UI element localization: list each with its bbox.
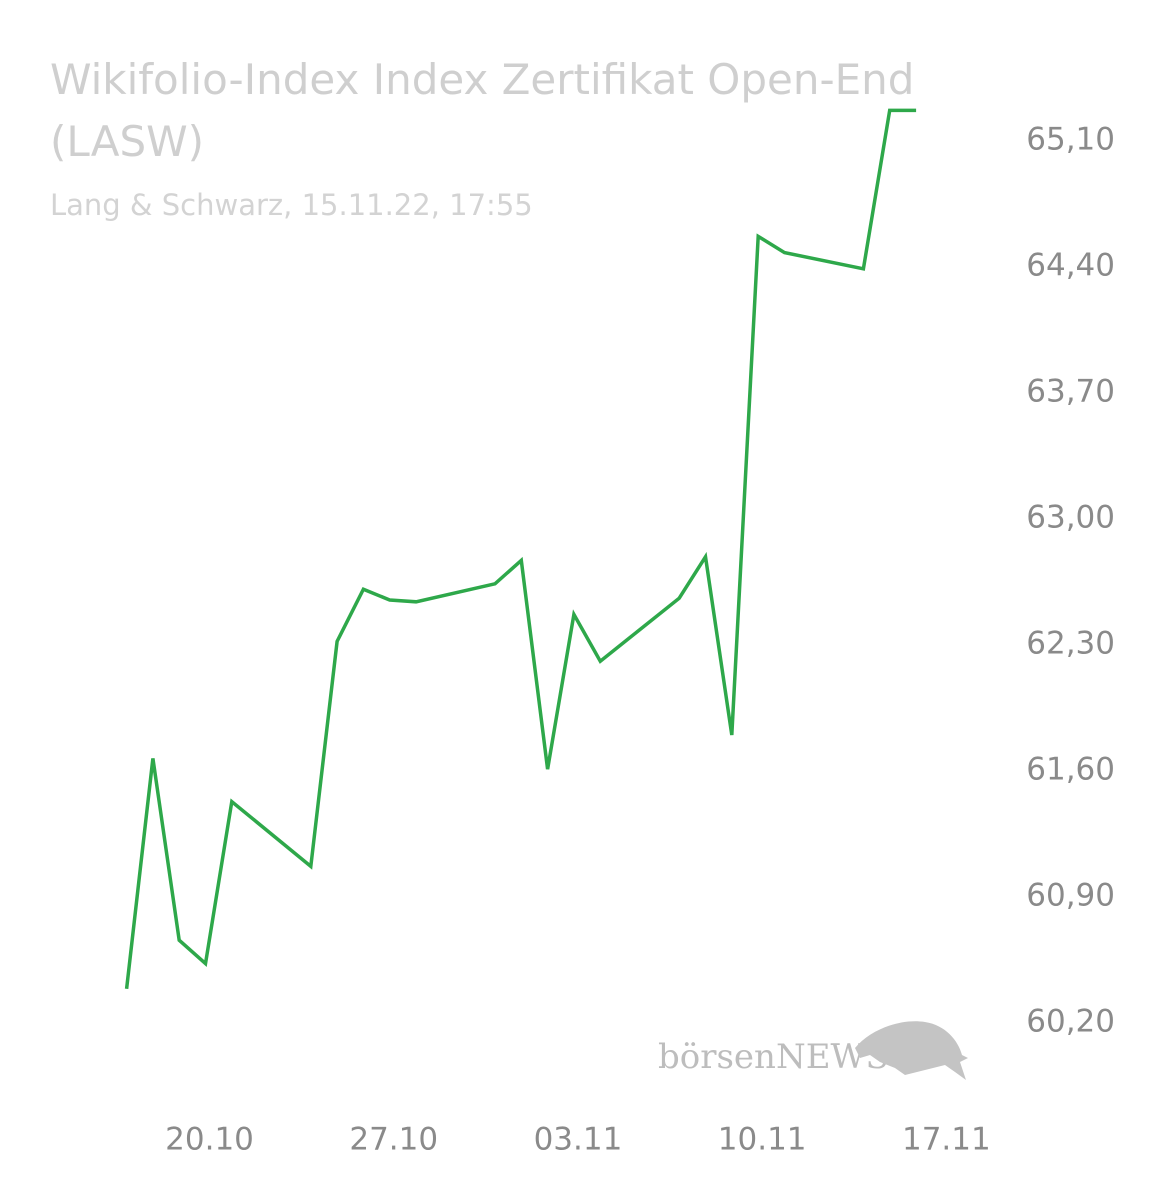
chart-subtitle: Lang & Schwarz, 15.11.22, 17:55 [50,188,533,222]
y-tick-label: 60,20 [1026,1004,1115,1040]
price-line [124,108,917,989]
y-tick-label: 63,70 [1026,374,1115,410]
title-line: Wikifolio-Index Index Zertifikat Open-En… [50,55,914,104]
chart-title: Wikifolio-Index Index Zertifikat Open-En… [50,55,914,166]
x-tick-label: 20.10 [165,1122,254,1158]
y-tick-label: 64,40 [1026,248,1115,284]
y-tick-label: 62,30 [1026,626,1115,662]
y-tick-label: 65,10 [1026,122,1115,158]
x-tick-label: 10.11 [718,1122,807,1158]
watermark-bull [855,1021,968,1080]
x-tick-label: 27.10 [349,1122,438,1158]
x-tick-label: 03.11 [534,1122,623,1158]
y-tick-label: 63,00 [1026,500,1115,536]
y-tick-label: 61,60 [1026,752,1115,788]
y-tick-label: 60,90 [1026,878,1115,914]
title-line: (LASW) [50,117,204,166]
watermark: börsenNEWS [658,1037,889,1077]
x-tick-label: 17.11 [902,1122,991,1158]
